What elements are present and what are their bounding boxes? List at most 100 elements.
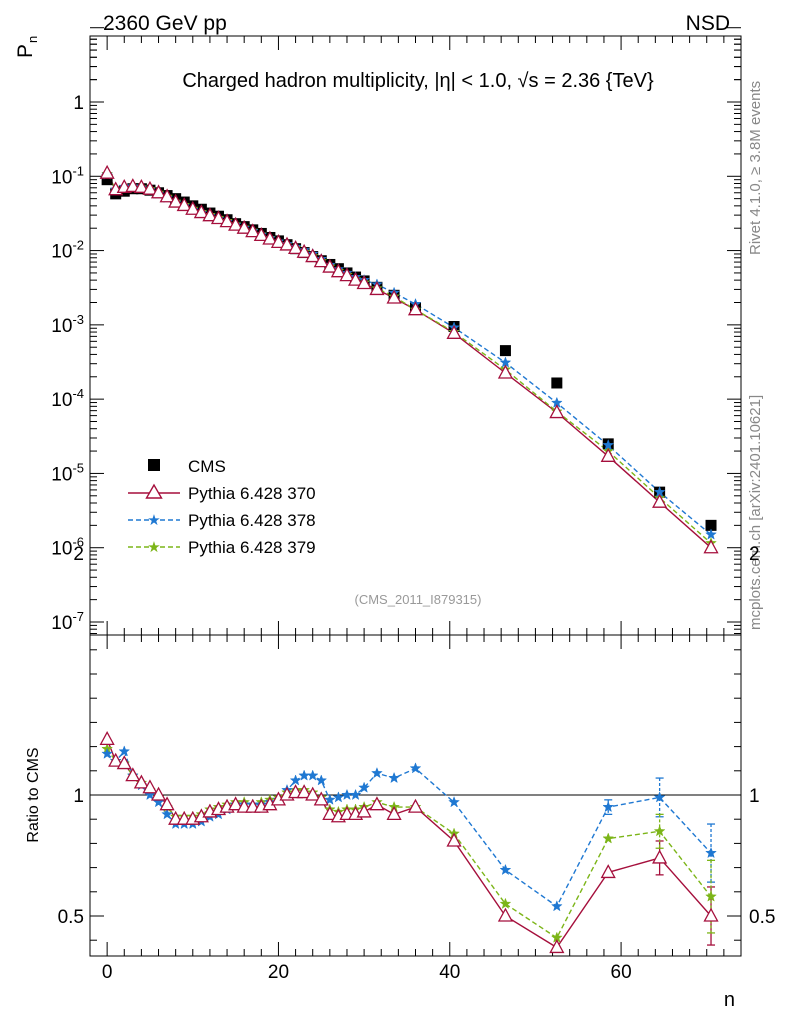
marker-p370 <box>296 243 312 258</box>
marker-p370 <box>253 227 269 242</box>
ratio-marker-p378 <box>550 900 563 912</box>
marker-p370 <box>99 164 115 179</box>
marker-p370 <box>356 275 372 290</box>
ratio-marker-p378 <box>101 747 114 759</box>
ratio-marker-p370 <box>142 779 158 794</box>
top-axes: 1 10-1 10-2 10-3 10-4 10-5 10-6 10-7 <box>51 27 741 635</box>
ratio-line-p379 <box>106 748 712 939</box>
ratio-marker-p378 <box>341 788 353 801</box>
ratio-marker-p378 <box>499 863 512 876</box>
ratio-marker-p378 <box>358 781 371 793</box>
reference-label: (CMS_2011_I879315) <box>355 592 482 607</box>
marker-p370 <box>133 178 149 193</box>
marker-p370 <box>497 364 514 379</box>
marker-p370 <box>185 200 201 215</box>
ratio-clipped-group <box>99 730 719 954</box>
ratio-marker-p370 <box>703 907 719 922</box>
marker-p370 <box>142 180 158 195</box>
header-right-label: NSD <box>686 12 730 35</box>
marker-p370 <box>219 213 235 228</box>
ratio-marker-p379 <box>602 832 615 844</box>
ratio-marker-p370 <box>407 798 424 813</box>
x-axis-label: n <box>724 989 735 1011</box>
ratio-marker-p370 <box>322 805 338 821</box>
ratio-marker-p378 <box>409 762 422 774</box>
rivet-version-label: Rivet 4.1.0, ≥ 3.8M events <box>747 81 764 255</box>
marker-p370 <box>176 197 192 212</box>
ratio-marker-p370 <box>446 832 462 847</box>
ratio-x-tick-label: 0 <box>102 962 113 983</box>
ratio-marker-p370 <box>125 767 141 782</box>
ratio-marker-p370 <box>108 752 124 767</box>
marker-p370 <box>703 539 719 554</box>
ratio-line-p378 <box>106 750 712 908</box>
legend-p379-marker: ★ <box>147 539 160 556</box>
ratio-marker-p370 <box>549 939 565 954</box>
marker-p370 <box>652 493 668 508</box>
top-y-tick-label: 10-4 <box>51 386 84 411</box>
cms-data-point <box>499 345 511 357</box>
ratio-marker-p378 <box>349 788 362 801</box>
ratio-marker-p378 <box>653 791 666 803</box>
legend-p370-marker <box>145 483 163 499</box>
marker-p370 <box>549 404 565 419</box>
ratio-marker-p378 <box>323 793 336 805</box>
ratio-marker-p370 <box>369 796 385 811</box>
ratio-x-tick-label: 20 <box>268 962 289 983</box>
ratio-x-tick-label: 40 <box>439 962 460 983</box>
ratio-axes: 0 20 40 60 0.5 0.5 1 1 2 2 <box>58 544 776 983</box>
ratio-line-p370 <box>106 739 712 949</box>
ratio-y-tick-label: 0.5 <box>58 907 84 928</box>
marker-p370 <box>330 263 346 278</box>
ratio-marker-p370 <box>150 786 167 801</box>
ratio-marker-p370 <box>228 796 244 811</box>
ratio-marker-p370 <box>386 805 402 821</box>
marker-p370 <box>305 248 321 263</box>
marker-p370 <box>386 289 402 304</box>
marker-p370 <box>407 301 424 316</box>
ratio-marker-p370 <box>356 803 372 818</box>
ratio-y-tick-label-right: 1 <box>749 786 760 807</box>
mcplots-label: mcplots.cern.ch [arXiv:2401.10621] <box>747 395 764 630</box>
legend-entry-p370: Pythia 6.428 370 <box>128 483 316 503</box>
cms-data-point <box>705 519 717 531</box>
top-y-tick-label: 10-5 <box>51 460 84 485</box>
ratio-marker-p378 <box>289 774 302 786</box>
legend-entry-p379: ★ Pythia 6.428 379 <box>128 538 316 557</box>
marker-p370 <box>600 447 616 462</box>
ratio-marker-p370 <box>313 791 329 806</box>
ratio-marker-p370 <box>159 796 175 811</box>
marker-p370 <box>202 207 218 222</box>
chart-title: Charged hadron multiplicity, |η| < 1.0, … <box>182 70 654 92</box>
marker-p378 <box>705 528 717 540</box>
marker-p370 <box>279 236 295 251</box>
ratio-marker-p370 <box>296 784 312 799</box>
marker-p370 <box>313 253 329 268</box>
ratio-marker-p378 <box>161 808 174 820</box>
ratio-y-tick-label-right: 2 <box>749 544 760 565</box>
header-left-label: 2360 GeV pp <box>103 12 227 35</box>
marker-p370 <box>150 184 167 199</box>
marker-p370 <box>262 230 278 245</box>
ratio-y-tick-label: 1 <box>73 786 84 807</box>
marker-p370 <box>369 281 385 296</box>
ratio-marker-p370 <box>600 864 616 879</box>
marker-p370 <box>168 193 184 208</box>
marker-p370 <box>322 258 338 273</box>
legend-p370-label: Pythia 6.428 370 <box>188 484 316 503</box>
legend-cms-label: CMS <box>188 457 226 476</box>
marker-p370 <box>210 210 227 225</box>
ratio-y-tick-label-right: 0.5 <box>749 907 775 928</box>
marker-p370 <box>270 233 287 249</box>
legend-p378-marker: ★ <box>147 512 160 529</box>
ratio-marker-p370 <box>305 786 321 801</box>
ratio-marker-p378 <box>388 771 401 784</box>
marker-p370 <box>125 178 141 193</box>
legend-entry-p378: ★ Pythia 6.428 378 <box>128 511 316 530</box>
marker-p370 <box>236 219 252 234</box>
ratio-y-axis-label: Ratio to CMS <box>25 747 42 842</box>
marker-p370 <box>245 223 261 238</box>
ratio-marker-p379 <box>653 825 666 837</box>
ratio-marker-p370 <box>116 755 132 770</box>
